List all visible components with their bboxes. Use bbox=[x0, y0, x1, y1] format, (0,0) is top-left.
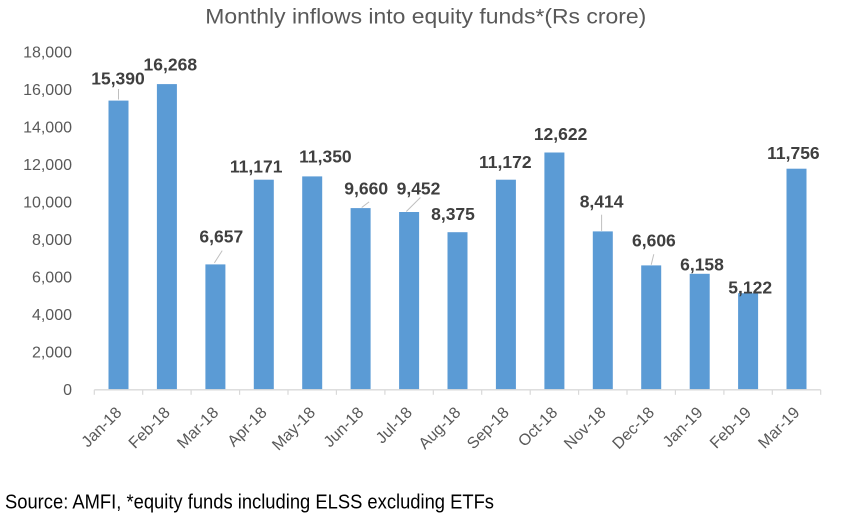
svg-text:9,452: 9,452 bbox=[397, 179, 441, 199]
svg-text:15,390: 15,390 bbox=[91, 68, 145, 88]
svg-text:11,172: 11,172 bbox=[479, 152, 532, 172]
svg-text:6,158: 6,158 bbox=[680, 254, 724, 274]
svg-text:11,171: 11,171 bbox=[230, 156, 283, 176]
svg-text:6,000: 6,000 bbox=[32, 269, 72, 286]
svg-text:18,000: 18,000 bbox=[23, 44, 72, 61]
svg-text:Source: AMFI, *equity funds in: Source: AMFI, *equity funds including EL… bbox=[5, 492, 494, 514]
svg-text:6,606: 6,606 bbox=[632, 231, 676, 251]
svg-text:Monthly inflows into equity fu: Monthly inflows into equity funds*(Rs cr… bbox=[205, 6, 646, 29]
svg-text:16,000: 16,000 bbox=[23, 82, 72, 99]
svg-text:10,000: 10,000 bbox=[23, 194, 72, 211]
svg-text:11,350: 11,350 bbox=[299, 146, 352, 166]
svg-text:8,000: 8,000 bbox=[32, 232, 72, 249]
svg-text:8,375: 8,375 bbox=[431, 204, 475, 224]
svg-text:12,000: 12,000 bbox=[23, 157, 72, 174]
svg-text:12,622: 12,622 bbox=[534, 124, 588, 144]
svg-text:2,000: 2,000 bbox=[32, 345, 72, 362]
svg-text:0: 0 bbox=[63, 382, 72, 399]
svg-text:16,268: 16,268 bbox=[144, 54, 198, 74]
svg-text:11,756: 11,756 bbox=[767, 143, 820, 163]
svg-text:14,000: 14,000 bbox=[23, 119, 72, 136]
svg-text:5,122: 5,122 bbox=[728, 278, 772, 298]
svg-text:4,000: 4,000 bbox=[32, 307, 72, 324]
svg-text:8,414: 8,414 bbox=[580, 192, 624, 212]
svg-text:9,660: 9,660 bbox=[344, 179, 388, 199]
svg-text:6,657: 6,657 bbox=[199, 226, 243, 246]
